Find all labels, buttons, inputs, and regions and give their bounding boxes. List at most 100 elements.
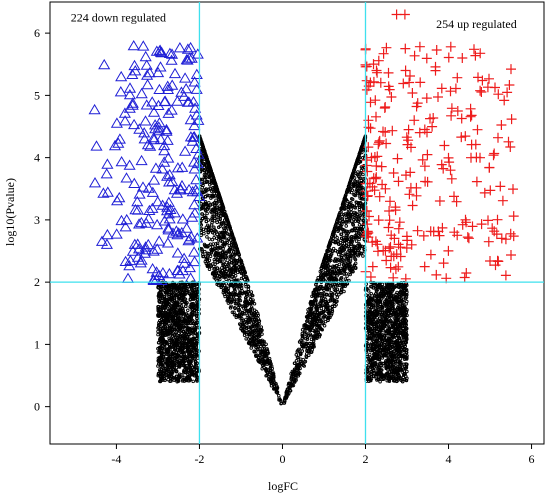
ns-point: [372, 347, 376, 351]
ns-point: [224, 260, 229, 265]
ns-point: [216, 213, 221, 217]
ns-point: [236, 302, 241, 306]
ns-point: [187, 365, 191, 369]
ns-point: [264, 342, 268, 346]
ns-point: [183, 356, 187, 361]
ns-point: [368, 372, 373, 377]
ns-point: [321, 311, 325, 315]
ns-point: [381, 374, 385, 378]
ns-point: [244, 326, 248, 330]
ns-point: [222, 228, 227, 233]
ns-point: [186, 308, 190, 313]
ns-point: [268, 378, 272, 382]
ns-point: [307, 353, 311, 357]
ns-point: [169, 293, 174, 297]
ns-point: [339, 232, 343, 237]
ns-point: [182, 329, 186, 334]
ns-point: [389, 354, 393, 359]
ns-point: [279, 399, 283, 403]
ns-point: [390, 293, 394, 297]
ns-point: [350, 228, 355, 232]
ns-point: [391, 333, 395, 338]
ns-point: [355, 252, 360, 257]
ns-point: [172, 327, 177, 332]
ns-point: [246, 285, 251, 289]
ns-point: [169, 362, 174, 366]
ns-point: [378, 302, 383, 306]
ns-point: [258, 353, 262, 357]
ns-point: [319, 298, 324, 303]
ns-point: [372, 374, 376, 379]
ns-point: [207, 258, 212, 262]
ns-point: [395, 356, 399, 361]
ns-point: [213, 208, 217, 213]
ns-point: [370, 297, 375, 302]
ns-point: [378, 379, 382, 384]
ns-point: [224, 255, 229, 259]
ns-point: [347, 260, 351, 265]
ns-point: [168, 303, 173, 308]
ns-point: [359, 251, 364, 256]
ns-point: [367, 357, 371, 361]
ns-point: [242, 329, 247, 334]
ns-point: [330, 309, 335, 314]
ns-point: [344, 253, 349, 257]
ns-point: [194, 345, 199, 349]
ns-point: [379, 342, 384, 347]
ns-point: [187, 356, 192, 361]
ns-point: [204, 257, 209, 261]
ns-point: [301, 340, 305, 344]
ns-point: [319, 277, 323, 282]
ns-point: [213, 206, 218, 211]
ns-point: [201, 145, 205, 149]
ns-point: [371, 328, 376, 333]
ns-point: [195, 300, 199, 304]
ns-point: [205, 244, 209, 249]
ns-point: [374, 344, 378, 349]
ns-point: [191, 311, 195, 315]
ns-point: [174, 310, 179, 314]
ns-point: [186, 370, 190, 375]
ns-point: [308, 328, 313, 332]
ns-point: [331, 297, 335, 301]
ns-point: [167, 313, 171, 318]
ns-point: [303, 359, 308, 364]
ns-point: [312, 344, 316, 349]
ns-point: [386, 328, 390, 333]
ns-point: [212, 218, 217, 223]
ns-point: [275, 390, 279, 394]
ns-point: [349, 235, 353, 239]
ns-point: [204, 179, 209, 184]
ns-point: [232, 288, 237, 292]
ns-point: [376, 294, 381, 298]
ns-point: [320, 262, 325, 267]
ns-point: [339, 290, 343, 295]
ns-point: [160, 332, 165, 337]
ns-point: [368, 352, 372, 357]
ns-point: [404, 362, 408, 366]
ns-point: [336, 229, 340, 233]
ns-point: [227, 243, 232, 248]
ns-point: [230, 231, 234, 236]
ns-point: [160, 300, 164, 305]
ns-point: [316, 275, 320, 280]
ns-point: [342, 271, 347, 276]
ns-point: [379, 286, 383, 290]
ns-point: [386, 348, 390, 352]
ns-point: [370, 348, 374, 353]
ns-point: [337, 212, 342, 216]
ns-point: [353, 257, 358, 262]
ns-point: [215, 260, 220, 265]
ns-point: [223, 241, 227, 245]
ns-point: [188, 298, 193, 302]
ns-point: [381, 361, 386, 366]
ns-point: [391, 305, 395, 310]
ns-point: [324, 293, 329, 297]
ns-point: [351, 237, 355, 242]
ns-point: [266, 360, 271, 365]
ns-point: [368, 361, 373, 365]
ns-point: [158, 379, 162, 384]
ns-point: [322, 288, 326, 292]
ns-point: [340, 236, 344, 241]
ns-point: [348, 266, 353, 271]
